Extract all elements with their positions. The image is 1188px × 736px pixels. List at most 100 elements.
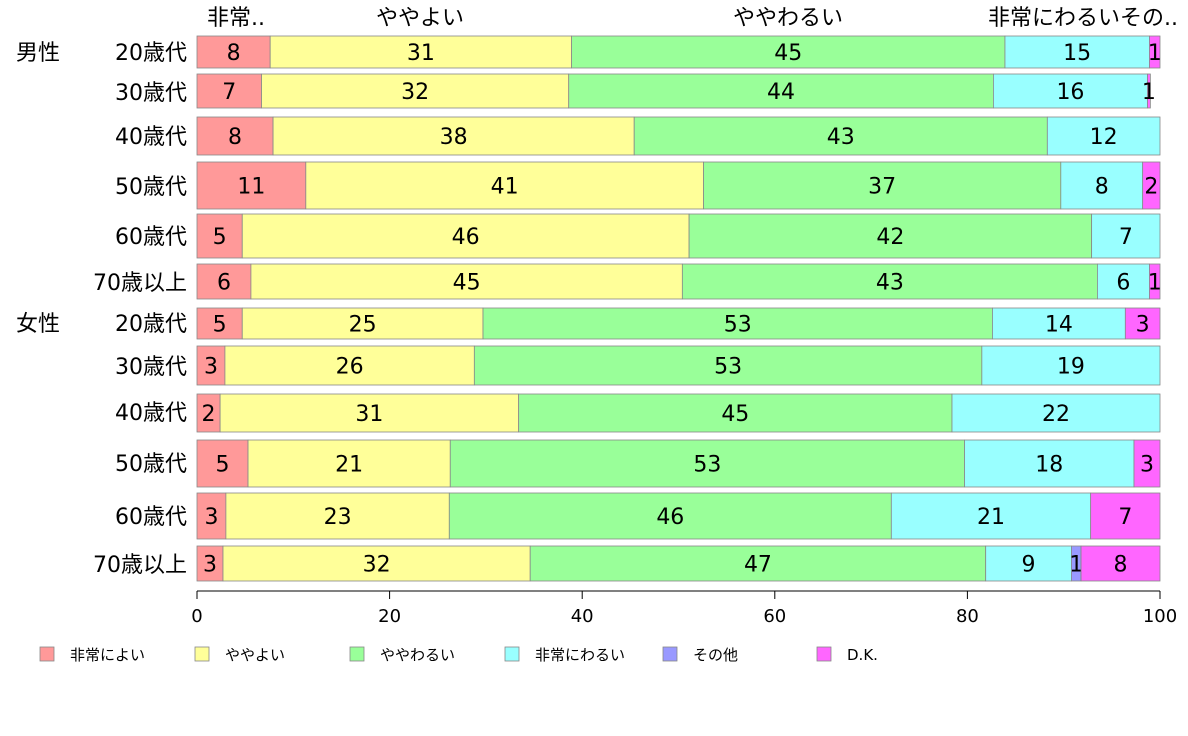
data-label: 31 — [355, 402, 383, 427]
legend-swatch — [816, 646, 832, 662]
bar-segment — [449, 439, 965, 488]
column-header-label: ややよい — [376, 6, 464, 31]
bar-segment — [241, 307, 484, 340]
legend-swatch — [504, 646, 520, 662]
bar-segment — [196, 116, 274, 156]
data-label: 1 — [1069, 553, 1083, 578]
bar-segment — [196, 545, 224, 582]
bar-segment — [571, 35, 1006, 69]
bar-segment — [196, 35, 271, 69]
data-label: 37 — [868, 175, 896, 200]
bar-segment — [196, 73, 262, 109]
x-tick-label: 20 — [378, 606, 401, 627]
row-label: 50歳代 — [115, 452, 187, 477]
x-tick-label: 60 — [763, 606, 786, 627]
row-label: 60歳代 — [115, 225, 187, 250]
bar-segment — [633, 116, 1048, 156]
column-header-label: 非常にわるいその.. — [988, 6, 1178, 31]
bar-segment — [1046, 116, 1161, 156]
bar-segment — [1004, 35, 1150, 69]
bar-segment — [1124, 307, 1161, 340]
data-label: 8 — [1114, 553, 1128, 578]
data-label: 3 — [204, 355, 218, 380]
data-label: 21 — [977, 505, 1005, 530]
legend-swatch — [662, 646, 678, 662]
data-label: 43 — [827, 125, 855, 150]
data-label: 14 — [1045, 313, 1073, 338]
group-label: 女性 — [16, 312, 60, 337]
group-label: 男性 — [16, 41, 60, 66]
bar-segment — [196, 161, 307, 210]
data-label: 6 — [217, 271, 231, 296]
data-label: 3 — [1140, 453, 1154, 478]
data-label: 16 — [1056, 80, 1084, 105]
bar-segment — [305, 161, 704, 210]
data-label: 18 — [1035, 453, 1063, 478]
data-label: 53 — [693, 453, 721, 478]
bar-segment — [196, 492, 227, 540]
legend: 非常によい ややよい ややわるい 非常にわるい その他 D.K. — [39, 646, 878, 664]
data-label: 21 — [335, 453, 363, 478]
legend-label: ややよい — [225, 646, 285, 664]
row-label: 20歳代 — [115, 312, 187, 337]
bar-segment — [1090, 492, 1161, 540]
data-label: 1 — [1148, 271, 1162, 296]
data-label: 45 — [721, 402, 749, 427]
bar-segment — [681, 263, 1098, 300]
data-label: 8 — [228, 125, 242, 150]
bar-segment — [482, 307, 993, 340]
legend-label: 非常によい — [70, 646, 145, 664]
x-tick-label: 0 — [191, 606, 202, 627]
data-label: 2 — [1144, 175, 1158, 200]
data-label: 44 — [767, 80, 795, 105]
bar-segment — [518, 393, 953, 433]
bar-segment — [964, 439, 1135, 488]
data-label: 32 — [363, 553, 391, 578]
legend-label: D.K. — [847, 646, 878, 664]
data-label: 45 — [453, 271, 481, 296]
legend-label: ややわるい — [380, 646, 455, 664]
data-label: 53 — [724, 313, 752, 338]
bar-segment — [1149, 35, 1161, 69]
row-label: 60歳代 — [115, 505, 187, 530]
data-label: 31 — [407, 41, 435, 66]
x-tick-label: 40 — [571, 606, 594, 627]
row-label: 30歳代 — [115, 81, 187, 106]
row-label: 70歳以上 — [93, 271, 187, 296]
bar-segment — [1060, 161, 1144, 210]
data-label: 45 — [774, 41, 802, 66]
row-label: 20歳代 — [115, 41, 187, 66]
row-label: 40歳代 — [115, 401, 187, 426]
x-axis: 0 20 40 60 80 100 — [191, 590, 1177, 627]
row-label: 50歳代 — [115, 175, 187, 200]
bar-segment — [247, 439, 451, 488]
data-label: 47 — [744, 553, 772, 578]
column-header-label: ややわるい — [733, 6, 843, 31]
data-label: 1 — [1148, 41, 1162, 66]
bar-segment — [224, 345, 475, 386]
data-label: 46 — [656, 505, 684, 530]
bar-segment — [1133, 439, 1161, 488]
bar-segment — [196, 439, 249, 488]
bar-segment — [1147, 73, 1151, 109]
data-label: 2 — [202, 402, 216, 427]
legend-swatch — [194, 646, 210, 662]
data-label: 3 — [203, 553, 217, 578]
data-label: 8 — [227, 41, 241, 66]
data-label: 32 — [401, 80, 429, 105]
bar-segment — [269, 35, 573, 69]
bar-segment — [473, 345, 983, 386]
x-tick-label: 80 — [956, 606, 979, 627]
bar-segment — [985, 545, 1072, 582]
x-tick-label: 100 — [1143, 606, 1177, 627]
data-label: 5 — [213, 313, 227, 338]
data-label: 6 — [1116, 271, 1130, 296]
data-label: 9 — [1022, 553, 1036, 578]
bar-segment — [1091, 213, 1161, 259]
bar-segment — [219, 393, 520, 433]
bar-segment — [196, 263, 252, 300]
column-header-labels: 非常.. ややよい ややわるい 非常にわるいその.. — [207, 6, 1178, 31]
data-label: 23 — [324, 505, 352, 530]
data-label: 15 — [1063, 41, 1091, 66]
bar-segment — [1142, 161, 1161, 210]
